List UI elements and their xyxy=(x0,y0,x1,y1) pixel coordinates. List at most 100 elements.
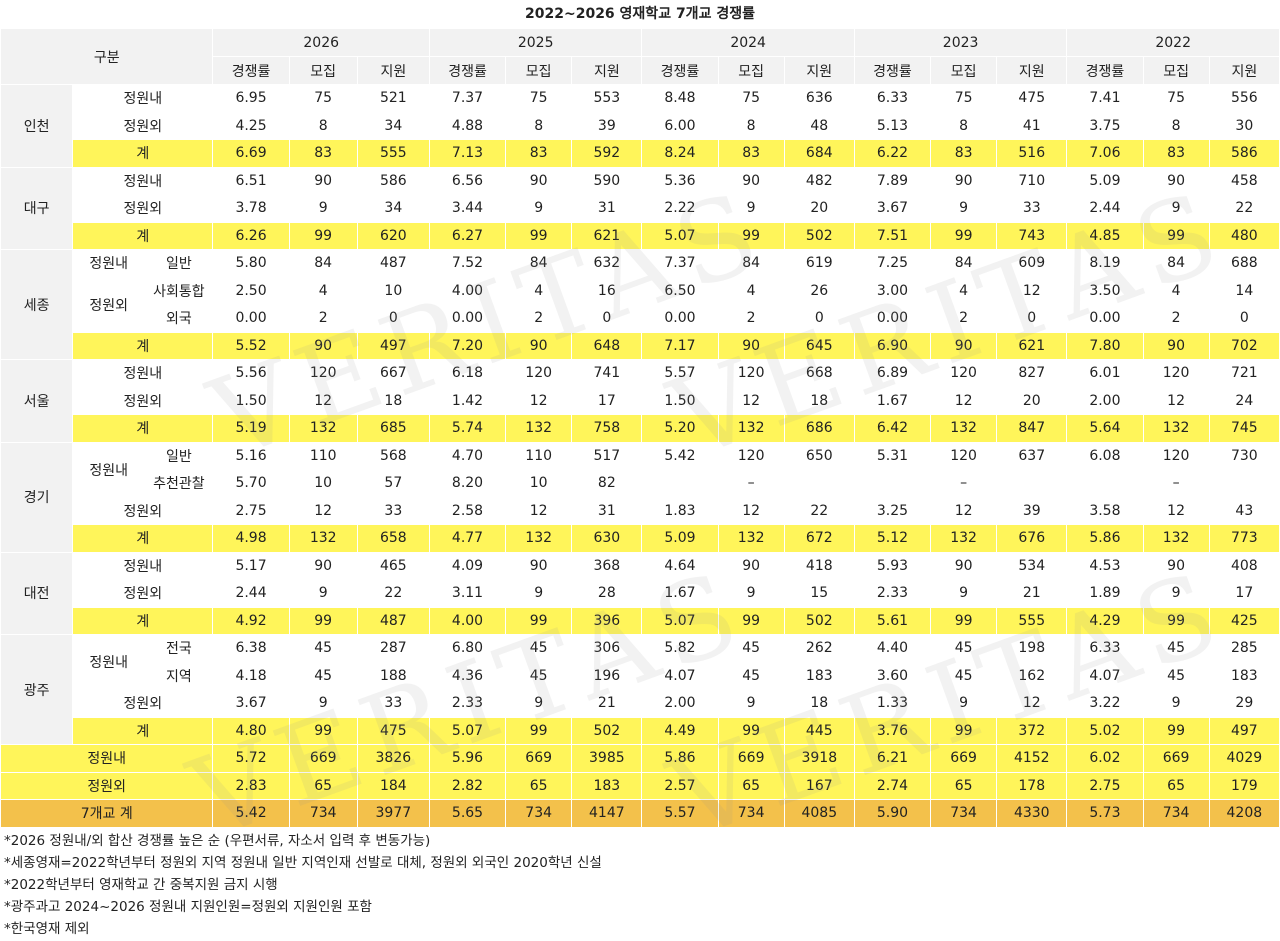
table-cell: 120 xyxy=(505,359,573,388)
table-row: 경기 정원내 일반 5.16 110 568 4.70 110 517 5.42 120 650 5.3… xyxy=(0,441,1280,553)
table-cell: 17 xyxy=(1208,579,1280,608)
table-cell: 5.86 xyxy=(641,744,719,773)
table-cell: 3.67 xyxy=(853,194,932,223)
table-cell: 9 xyxy=(1142,689,1210,718)
header-subcol: 모집 xyxy=(288,56,358,85)
table-cell: 4.25 xyxy=(212,111,290,140)
table-cell: 6.80 xyxy=(428,634,507,663)
row-label: 정원내 xyxy=(72,249,146,278)
row-sublabel: 일반 xyxy=(144,441,214,470)
header-row-subcols: 경쟁률 모집 지원 경쟁률 모집 지원 경쟁률 모집 지원 경쟁률 모집 지원 경쟁률 모집 지원 xyxy=(1,56,1280,85)
table-cell: 516 xyxy=(996,139,1068,168)
table-cell: 0.00 xyxy=(641,304,719,333)
table-cell: 5.82 xyxy=(641,634,719,663)
table-cell: 6.51 xyxy=(212,166,290,195)
table-cell: 43 xyxy=(1208,496,1280,525)
table-cell: 4.00 xyxy=(428,606,507,635)
table-cell: 9 xyxy=(1142,194,1210,223)
table-cell: 2 xyxy=(930,304,998,333)
table-cell: 1.50 xyxy=(641,386,719,415)
header-year: 2025 xyxy=(428,28,643,57)
table-cell xyxy=(996,469,1068,498)
table-cell: 132 xyxy=(1142,414,1210,443)
table-cell: 3.25 xyxy=(853,496,932,525)
row-label: 정원외 xyxy=(0,771,214,800)
table-cell: 84 xyxy=(930,249,998,278)
row-label: 계 xyxy=(72,221,214,250)
table-cell: 33 xyxy=(356,689,430,718)
table-cell: 688 xyxy=(1208,249,1280,278)
table-cell: 8 xyxy=(505,111,573,140)
table-cell: 2.75 xyxy=(212,496,290,525)
table-cell: 5.09 xyxy=(641,524,719,553)
table-cell: 6.42 xyxy=(853,414,932,443)
table-cell: 12 xyxy=(288,496,358,525)
table-cell: 475 xyxy=(356,716,430,745)
table-cell: 12 xyxy=(930,496,998,525)
table-cell: 4.00 xyxy=(428,276,507,305)
table-cell: 9 xyxy=(717,689,785,718)
table-cell: 645 xyxy=(783,331,855,360)
table-cell: 6.50 xyxy=(641,276,719,305)
table-cell: 99 xyxy=(288,716,358,745)
table-cell: 556 xyxy=(1208,84,1280,113)
table-cell: 31 xyxy=(571,194,643,223)
row-label: 정원외 xyxy=(72,276,146,333)
header-year: 2024 xyxy=(641,28,855,57)
table-cell: 5.65 xyxy=(428,799,507,828)
table-cell: 110 xyxy=(505,441,573,470)
table-cell: 621 xyxy=(996,331,1068,360)
table-row: 계 4.80 99 475 5.07 99 502 4.49 99 445 3.76 99 372 5.0… xyxy=(1,716,1280,745)
table-cell: 9 xyxy=(288,579,358,608)
table-cell: 4 xyxy=(930,276,998,305)
table-cell: 90 xyxy=(1142,166,1210,195)
table-cell: 30 xyxy=(1208,111,1280,140)
table-cell: 22 xyxy=(783,496,855,525)
row-sublabel: 외국 xyxy=(144,304,214,333)
table-cell: 39 xyxy=(571,111,643,140)
table-cell: 75 xyxy=(717,84,785,113)
table-cell: 396 xyxy=(571,606,643,635)
footnote: *2026 정원내/외 합산 경쟁률 높은 순 (우편서류, 자소서 입력 후 … xyxy=(4,833,431,849)
table-cell: 84 xyxy=(717,249,785,278)
table-row: 정원외 3.67 9 33 2.33 9 21 2.00 9 18 1.33 9 12 3.22 9 29 xyxy=(1,689,1280,718)
table-cell: 632 xyxy=(571,249,643,278)
table-cell: 480 xyxy=(1208,221,1280,250)
table-cell: 6.00 xyxy=(641,111,719,140)
table-cell: 5.16 xyxy=(212,441,290,470)
header-row-years: 구분 2026 2025 2024 2023 2022 xyxy=(0,28,1280,85)
table-cell: – xyxy=(930,469,998,498)
table-cell: 21 xyxy=(996,579,1068,608)
table-cell: 9 xyxy=(717,579,785,608)
table-cell: 445 xyxy=(783,716,855,745)
table-cell: 198 xyxy=(996,634,1068,663)
table-cell: 10 xyxy=(356,276,430,305)
table-cell: 21 xyxy=(571,689,643,718)
table-cell: 7.06 xyxy=(1066,139,1144,168)
table-cell: 3.44 xyxy=(428,194,507,223)
row-label: 정원내 xyxy=(72,441,146,498)
table-cell: 99 xyxy=(930,606,998,635)
table-cell: 99 xyxy=(505,221,573,250)
table-row: 정원외 사회통합 2.50 4 10 4.00 4 16 6.50 4 26 3.00 4 12 3.50 4… xyxy=(1,276,1280,333)
table-cell: 65 xyxy=(717,771,785,800)
table-cell: 685 xyxy=(356,414,430,443)
table-cell: 132 xyxy=(717,524,785,553)
region-label: 경기 xyxy=(0,441,74,553)
table-row: 계 6.26 99 620 6.27 99 621 5.07 99 502 7.51 99 743 4.8… xyxy=(1,221,1280,250)
table-cell: 9 xyxy=(505,579,573,608)
table-cell: 120 xyxy=(930,441,998,470)
table-cell: 465 xyxy=(356,551,430,580)
row-label: 계 xyxy=(72,139,214,168)
table-cell: 636 xyxy=(783,84,855,113)
table-cell: 5.90 xyxy=(853,799,932,828)
table-cell: 734 xyxy=(505,799,573,828)
table-cell: 2 xyxy=(717,304,785,333)
table-cell: 5.93 xyxy=(853,551,932,580)
table-cell: 9 xyxy=(505,194,573,223)
row-label: 정원내 xyxy=(72,551,214,580)
table-cell xyxy=(1066,469,1144,498)
table-cell: 4.53 xyxy=(1066,551,1144,580)
table-cell: 8.19 xyxy=(1066,249,1144,278)
table-cell: 22 xyxy=(356,579,430,608)
